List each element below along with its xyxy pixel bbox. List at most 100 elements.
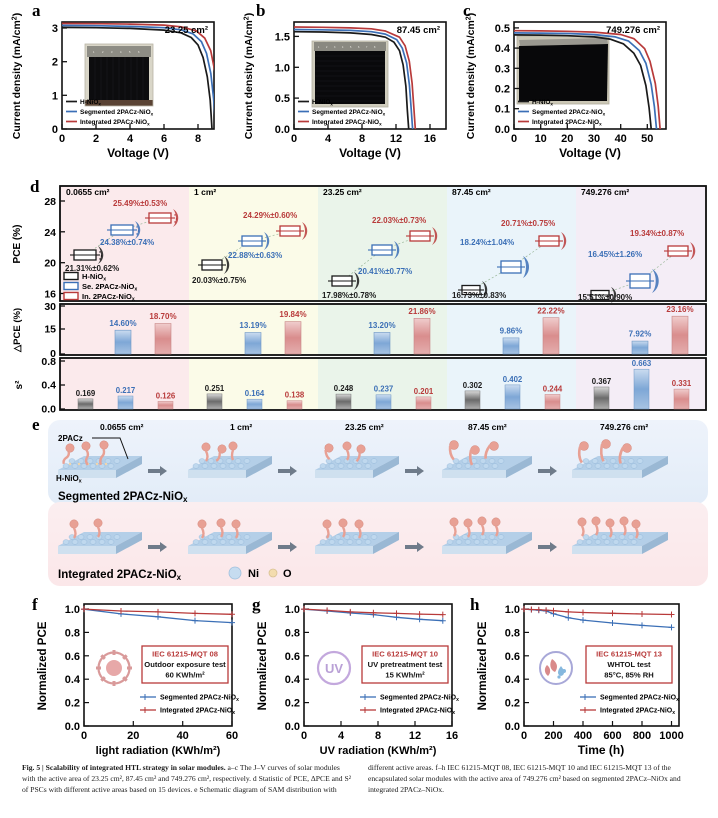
- module-photo-inset-c: [516, 35, 610, 105]
- svg-text:1: 1: [93, 50, 95, 54]
- svg-text:0.4: 0.4: [65, 674, 81, 686]
- process-arrow: [148, 466, 557, 476]
- svg-text:0.6: 0.6: [65, 651, 80, 663]
- svg-text:1.5: 1.5: [275, 31, 290, 43]
- panel-d-plot: 16 20 24 28 PCE (%) 0.0655 cm² 1 cm² 23.25…: [12, 185, 707, 415]
- svg-text:8: 8: [375, 730, 381, 742]
- panel-g-badge-line1: UV pretreatment test: [368, 660, 443, 669]
- panel-b-area-label: 87.45 cm²: [397, 25, 440, 36]
- svg-text:0.0655 cm²: 0.0655 cm²: [100, 422, 144, 432]
- svg-text:0.126: 0.126: [156, 391, 176, 400]
- svg-text:0: 0: [81, 730, 87, 742]
- curve-integrated-c: [514, 29, 661, 129]
- panel-h-ylabel: Normalized PCE: [477, 621, 489, 710]
- svg-text:60: 60: [226, 730, 238, 742]
- curve-h-niox-c: [514, 34, 653, 129]
- svg-text:600: 600: [603, 730, 621, 742]
- panel-f-yticks: 0.0 0.2 0.4 0.6 0.8 1.0: [65, 604, 81, 733]
- svg-text:1.0: 1.0: [65, 604, 80, 616]
- svg-text:0.367: 0.367: [592, 377, 612, 386]
- svg-text:0.6: 0.6: [285, 651, 300, 663]
- uv-icon: UV: [316, 650, 352, 686]
- pce-value-blue-5: 16.45%±1.26%: [588, 250, 642, 259]
- svg-text:28: 28: [44, 196, 56, 208]
- svg-text:Segmented 2PACz-NiOx: Segmented 2PACz-NiOx: [380, 695, 459, 703]
- svg-text:23.25 cm²: 23.25 cm²: [345, 422, 384, 432]
- svg-text:15: 15: [44, 324, 56, 336]
- panel-f-legend: Segmented 2PACz-NiOx Integrated 2PACz-Ni…: [140, 694, 239, 716]
- svg-text:3: 3: [111, 50, 113, 54]
- panel-b-letter: b: [256, 1, 266, 20]
- curve-segmented-b: [294, 28, 414, 129]
- panel-e-schematic: 0.0655 cm² 1 cm² 23.25 cm² 87.45 cm² 749…: [48, 420, 708, 586]
- panel-h-yticks: 0.0 0.2 0.4 0.6 0.8 1.0: [505, 604, 521, 733]
- svg-text:2: 2: [93, 133, 99, 145]
- panel-f-badge-line2: 60 KWh/m²: [165, 671, 205, 680]
- panel-h-letter: h: [470, 595, 480, 614]
- svg-text:16: 16: [424, 133, 436, 145]
- svg-text:Segmented 2PACz-NiOx: Segmented 2PACz-NiOx: [312, 109, 386, 116]
- panel-g-badge: IEC 61215-MQT 10 UV pretreatment test 15…: [361, 645, 449, 684]
- panel-c-yticks: 0.0 0.1 0.2 0.3 0.4 0.5: [495, 23, 511, 136]
- heat-humidity-icon: [539, 651, 573, 685]
- svg-text:24: 24: [44, 227, 56, 239]
- panel-c-legend: H-NiOx Segmented 2PACz-NiOx Integrated 2…: [518, 99, 606, 126]
- svg-text:87.45 cm²: 87.45 cm²: [468, 422, 507, 432]
- panel-f-letter: f: [32, 595, 38, 614]
- panel-b-yticks: 0.0 0.5 1.0 1.5: [275, 31, 290, 136]
- pce-value-red-5: 19.34%±0.87%: [630, 229, 684, 238]
- label-2pacz: 2PACz: [58, 434, 83, 443]
- panel-f-ylabel: Normalized PCE: [37, 621, 49, 710]
- svg-text:16: 16: [446, 730, 458, 742]
- panel-g-xticks: 0 4 8 12 16: [301, 730, 458, 742]
- svg-text:23.16%: 23.16%: [666, 305, 693, 314]
- svg-text:0: 0: [301, 730, 307, 742]
- key-o-label: O: [283, 568, 292, 580]
- panel-g-yticks: 0.0 0.2 0.4 0.6 0.8 1.0: [285, 604, 301, 733]
- panel-d-letter: d: [30, 177, 40, 196]
- svg-text:0.2: 0.2: [65, 698, 80, 710]
- pce-value-red-4: 20.71%±0.75%: [501, 219, 555, 228]
- svg-text:14.60%: 14.60%: [109, 319, 136, 328]
- panel-e-letter: e: [32, 415, 40, 434]
- curve-integrated-a: [62, 22, 214, 72]
- pce-value-red-2: 24.29%±0.60%: [243, 211, 297, 220]
- panel-a-area-label: 23.25 cm²: [165, 25, 208, 36]
- panel-f-badge-line1: Outdoor exposure test: [144, 660, 226, 669]
- sam-molecule: [62, 440, 109, 466]
- svg-text:4: 4: [127, 133, 134, 145]
- panel-e-area-labels: 0.0655 cm² 1 cm² 23.25 cm² 87.45 cm² 749…: [100, 422, 648, 432]
- s2-bars: 0.169 0.217 0.126 0.251 0.164 0.138 0.24…: [76, 359, 692, 410]
- panel-e-key: Ni O: [228, 566, 292, 580]
- svg-text:1.0: 1.0: [285, 604, 300, 616]
- svg-text:In. 2PACz-NiOx: In. 2PACz-NiOx: [82, 292, 135, 302]
- curve-h-niox-a: [62, 26, 213, 129]
- svg-text:30: 30: [44, 301, 56, 313]
- svg-text:20: 20: [127, 730, 139, 742]
- svg-text:3: 3: [52, 23, 58, 35]
- svg-text:0.2: 0.2: [495, 84, 510, 96]
- panel-h-badge-line1: WHTOL test: [607, 660, 651, 669]
- panel-c-area-label: 749.276 cm²: [606, 25, 660, 36]
- svg-text:0: 0: [50, 348, 56, 360]
- svg-text:19.84%: 19.84%: [279, 310, 306, 319]
- svg-text:7: 7: [366, 46, 368, 49]
- svg-text:1: 1: [318, 46, 320, 49]
- svg-text:12: 12: [390, 133, 402, 145]
- panel-f-plot: IEC 61215-MQT 08 Outdoor exposure test 6…: [37, 603, 239, 757]
- pce-value-red-3: 22.03%±0.73%: [372, 216, 426, 225]
- svg-text:50: 50: [641, 133, 653, 145]
- svg-text:30: 30: [588, 133, 600, 145]
- panel-a-letter: a: [32, 1, 41, 20]
- svg-text:0.244: 0.244: [543, 384, 563, 393]
- process-arrow: [148, 542, 557, 552]
- pce-value-red-1: 25.49%±0.53%: [113, 199, 167, 208]
- svg-text:0.0: 0.0: [41, 404, 56, 415]
- svg-text:12: 12: [409, 730, 421, 742]
- svg-text:0.4: 0.4: [495, 43, 511, 55]
- svg-text:Integrated 2PACz-NiOx: Integrated 2PACz-NiOx: [312, 119, 382, 126]
- panel-c-xlabel: Voltage (V): [559, 146, 621, 160]
- svg-text:400: 400: [574, 730, 592, 742]
- svg-text:3: 3: [334, 46, 336, 49]
- label-h-niox: H-NiOx: [56, 474, 83, 485]
